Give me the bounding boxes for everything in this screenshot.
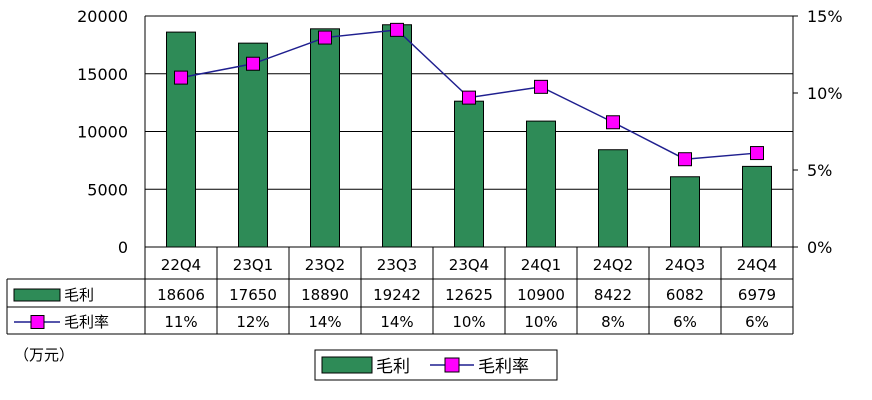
table-cell-gross-profit: 18606	[157, 286, 205, 304]
category-label: 23Q3	[377, 256, 417, 274]
margin-point-24Q3	[678, 152, 692, 167]
legend-label-gross-margin: 毛利率	[478, 357, 529, 377]
bar-23Q2	[310, 28, 340, 248]
unit-label: （万元）	[14, 346, 74, 364]
margin-point-24Q4	[750, 146, 764, 161]
table-row-label-gross-margin: 毛利率	[64, 313, 109, 331]
table-cell-gross-margin: 6%	[673, 313, 697, 331]
left-axis-tick-label: 0	[118, 238, 128, 257]
bar-23Q3	[382, 24, 412, 248]
bar-24Q3	[670, 176, 700, 248]
category-label: 24Q1	[521, 256, 561, 274]
bar-24Q4	[742, 165, 772, 248]
legend-marker-swatch	[444, 357, 460, 373]
table-cell-gross-margin: 6%	[745, 313, 769, 331]
legend-label-gross-profit: 毛利	[376, 357, 410, 377]
legend: 毛利 毛利率	[314, 349, 558, 381]
left-axis-tick-label: 20000	[77, 7, 128, 26]
table-cell-gross-margin: 11%	[164, 313, 197, 331]
table-cell-gross-profit: 18890	[301, 286, 349, 304]
margin-point-23Q1	[246, 56, 260, 71]
legend-bar-swatch	[321, 356, 373, 374]
axes: 0 5000 10000 15000 20000 0% 5% 10% 15%	[77, 7, 842, 257]
bar-24Q1	[526, 120, 556, 248]
table-cell-gross-profit: 19242	[373, 286, 421, 304]
left-axis-tick-label: 5000	[87, 180, 128, 199]
left-axis-tick-label: 15000	[77, 65, 128, 84]
table-cell-gross-profit: 10900	[517, 286, 565, 304]
margin-point-24Q1	[534, 79, 548, 94]
table-cell-gross-profit: 8422	[594, 286, 632, 304]
table-key-bar	[13, 288, 61, 302]
margin-point-24Q2	[606, 115, 620, 130]
table-cell-gross-profit: 6082	[666, 286, 704, 304]
data-table: 22Q4 23Q1 23Q2 23Q3 23Q4 24Q1 24Q2 24Q3 24Q4 毛利毛利…	[6, 247, 794, 335]
table-cell-gross-margin: 12%	[236, 313, 269, 331]
category-label: 23Q2	[305, 256, 345, 274]
bar-23Q4	[454, 100, 484, 248]
category-label: 24Q3	[665, 256, 705, 274]
table-cell-gross-margin: 10%	[524, 313, 557, 331]
table-cell-gross-margin: 10%	[452, 313, 485, 331]
left-axis-tick-label: 10000	[77, 123, 128, 142]
table-cell-gross-profit: 17650	[229, 286, 277, 304]
table-cell-gross-margin: 14%	[380, 313, 413, 331]
category-label: 24Q4	[737, 256, 777, 274]
bar-23Q1	[238, 42, 268, 248]
right-axis-tick-label: 10%	[807, 84, 843, 103]
right-axis-tick-label: 5%	[807, 161, 832, 180]
table-key-marker	[30, 315, 45, 329]
category-label: 24Q2	[593, 256, 633, 274]
category-label: 23Q4	[449, 256, 489, 274]
right-axis-tick-label: 0%	[807, 238, 832, 257]
table-cell-gross-profit: 12625	[445, 286, 493, 304]
right-axis-tick-label: 15%	[807, 7, 843, 26]
table-cell-gross-margin: 8%	[601, 313, 625, 331]
margin-point-23Q4	[462, 90, 476, 105]
table-row-label-gross-profit: 毛利	[64, 286, 94, 304]
margin-point-22Q4	[174, 70, 188, 85]
margin-point-23Q2	[318, 30, 332, 45]
line-series-gross-margin	[174, 22, 764, 167]
table-cell-gross-profit: 6979	[738, 286, 776, 304]
bar-series-gross-profit	[166, 24, 772, 248]
bar-24Q2	[598, 149, 628, 248]
bar-22Q4	[166, 31, 196, 248]
category-label: 23Q1	[233, 256, 273, 274]
category-label: 22Q4	[161, 256, 201, 274]
margin-point-23Q3	[390, 22, 404, 37]
table-cell-gross-margin: 14%	[308, 313, 341, 331]
